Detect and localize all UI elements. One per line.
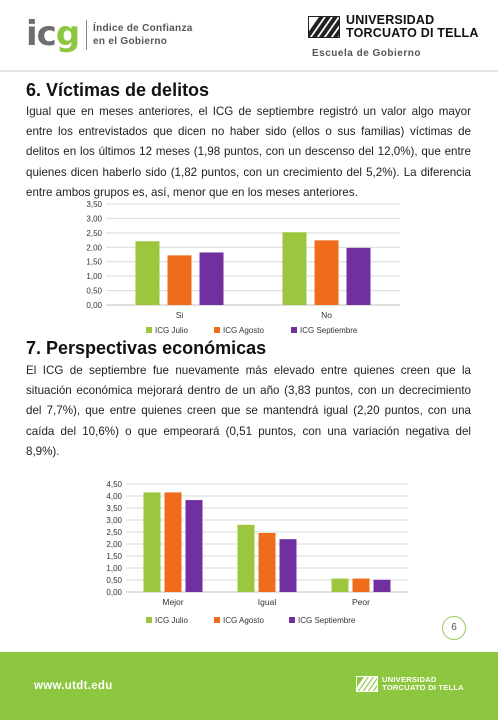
school-name: Escuela de Gobierno: [312, 48, 421, 59]
y-tick-label: 1,50: [106, 552, 122, 561]
section-text-perspectivas: El ICG de septiembre fue nuevamente más …: [26, 364, 471, 458]
y-tick-label: 2,50: [106, 528, 122, 537]
chart-perspectivas: 0,00 0,50 1,00 1,50 2,00 2,50 3,00 3,50 4,00 4,50…: [80, 472, 415, 637]
bar-igual-icg-agosto: [258, 532, 276, 592]
footer-utdt-mark-icon: [356, 676, 378, 692]
bar-mejor-icg-julio: [143, 492, 161, 592]
bar-si-icg-julio: [135, 241, 160, 305]
legend-swatch: [146, 327, 152, 333]
y-tick-label: 0,00: [106, 588, 122, 597]
footer-utdt-name-line2: TORCUATO DI TELLA: [382, 683, 464, 693]
bar-peor-icg-agosto: [352, 578, 370, 592]
x-tick-label: Mejor: [162, 597, 183, 607]
bar-no-icg-julio: [282, 232, 307, 305]
y-tick-label: 3,50: [106, 504, 122, 513]
bar-si-icg-septiembre: [199, 252, 224, 305]
page-number: 6: [442, 616, 466, 640]
footer-url[interactable]: www.utdt.edu: [34, 680, 113, 692]
icg-title: Índice de Confianza en el Gobierno: [93, 22, 193, 48]
legend-label: ICG Julio: [155, 616, 188, 625]
y-tick-label: 3,50: [86, 200, 102, 209]
section-text-victimas: Igual que en meses anteriores, el ICG de…: [26, 105, 471, 199]
legend-swatch: [289, 617, 295, 623]
bar-peor-icg-septiembre: [373, 579, 391, 592]
x-tick-label: Si: [176, 310, 184, 320]
legend-swatch: [291, 327, 297, 333]
chart-victimas-svg: 0,00 0,50 1,00 1,50 2,00 2,50 3,00 3,50 Si No ICG …: [86, 200, 400, 335]
utdt-mark-icon: [308, 16, 340, 38]
utdt-name-line2: TORCUATO DI TELLA: [346, 26, 479, 40]
x-tick-label: Igual: [258, 597, 277, 607]
y-tick-label: 0,50: [86, 287, 102, 296]
utdt-name-line1: UNIVERSIDAD: [346, 13, 435, 27]
section-title-victimas: 6. Víctimas de delitos: [26, 80, 210, 100]
section-title-perspectivas: 7. Perspectivas económicas: [26, 338, 267, 358]
page-footer: www.utdt.edu UNIVERSIDAD TORCUATO DI TEL…: [0, 652, 498, 720]
bar-mejor-icg-septiembre: [185, 500, 203, 592]
bar-no-icg-septiembre: [346, 247, 371, 305]
y-tick-label: 2,00: [86, 243, 102, 252]
legend-label: ICG Agosto: [223, 326, 264, 335]
bar-igual-icg-julio: [237, 524, 255, 592]
bar-no-icg-agosto: [314, 240, 339, 305]
legend-label: ICG Septiembre: [300, 326, 358, 335]
y-tick-label: 0,00: [86, 301, 102, 310]
bar-si-icg-agosto: [167, 255, 192, 305]
icg-title-line1: Índice de Confianza: [93, 23, 193, 34]
legend-swatch: [214, 617, 220, 623]
y-tick-label: 1,50: [86, 258, 102, 267]
chart-perspectivas-svg: 0,00 0,50 1,00 1,50 2,00 2,50 3,00 3,50 4,00 4,50…: [106, 480, 408, 625]
logo-divider: [86, 20, 87, 50]
legend-label: ICG Agosto: [223, 616, 264, 625]
y-tick-label: 1,00: [106, 564, 122, 573]
x-tick-label: No: [321, 310, 332, 320]
chart-victimas: 0,00 0,50 1,00 1,50 2,00 2,50 3,00 3,50 Si No ICG …: [70, 196, 410, 346]
utdt-name: UNIVERSIDAD TORCUATO DI TELLA: [346, 14, 479, 40]
y-tick-label: 3,00: [86, 214, 102, 223]
bar-igual-icg-septiembre: [279, 539, 297, 592]
y-tick-label: 2,00: [106, 540, 122, 549]
y-tick-label: 1,00: [86, 272, 102, 281]
x-tick-label: Peor: [352, 597, 370, 607]
y-tick-label: 4,00: [106, 492, 122, 501]
bar-mejor-icg-agosto: [164, 492, 182, 592]
legend-label: ICG Julio: [155, 326, 188, 335]
icg-title-line2: en el Gobierno: [93, 36, 168, 47]
footer-utdt-name-line1: UNIVERSIDAD: [382, 675, 437, 684]
y-tick-label: 2,50: [86, 229, 102, 238]
footer-utdt-name: UNIVERSIDAD TORCUATO DI TELLA: [382, 675, 464, 693]
legend-label: ICG Septiembre: [298, 616, 356, 625]
page-header: icg Índice de Confianza en el Gobierno U…: [0, 0, 498, 72]
legend-swatch: [146, 617, 152, 623]
bar-peor-icg-julio: [331, 578, 349, 592]
icg-logo: icg: [26, 14, 80, 54]
y-tick-label: 3,00: [106, 516, 122, 525]
y-tick-label: 0,50: [106, 576, 122, 585]
legend-swatch: [214, 327, 220, 333]
header-divider: [0, 70, 498, 72]
y-tick-label: 4,50: [106, 480, 122, 489]
